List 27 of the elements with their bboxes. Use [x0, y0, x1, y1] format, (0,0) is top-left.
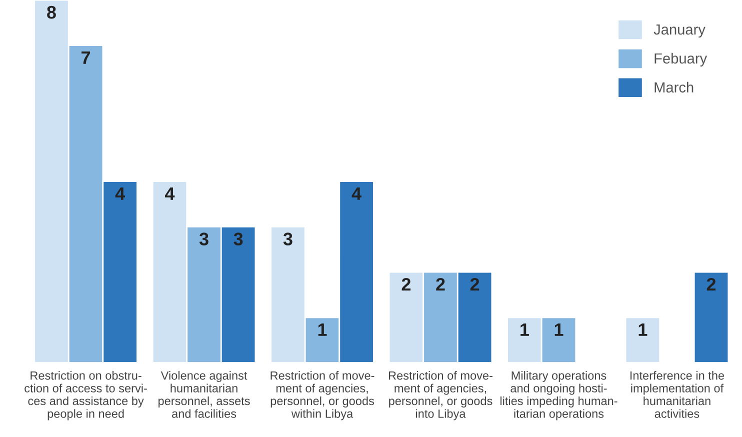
x-tick-label: Restriction on obstru- ction of access to servi- ces and assistance by people in need — [24, 371, 147, 420]
data-label: 2 — [436, 278, 445, 291]
data-label: 1 — [554, 323, 564, 336]
data-label: 1 — [520, 323, 529, 336]
data-label: 4 — [115, 187, 125, 200]
bar — [693, 271, 730, 363]
data-label: 2 — [706, 278, 716, 291]
data-label: 2 — [402, 278, 411, 291]
x-tick-label: Interference in the implementation of humanitarian activities — [630, 371, 724, 418]
data-label: 2 — [470, 278, 480, 291]
data-label: 3 — [283, 232, 292, 246]
x-tick-label: Military operations and ongoing hosti- lities impeding human- itarian operations — [500, 371, 618, 420]
data-label: 1 — [638, 323, 648, 336]
x-tick-label: Restriction of move- ment of agencies, personnel, or goods into Libya — [388, 371, 492, 420]
legend-label: Febuary — [654, 52, 708, 66]
data-label: 3 — [199, 232, 208, 246]
data-label: 3 — [234, 232, 243, 246]
data-label: 1 — [318, 323, 327, 336]
data-label: 7 — [82, 51, 90, 64]
legend-label: January — [654, 24, 706, 38]
bar — [624, 316, 661, 363]
data-label: 4 — [164, 187, 175, 200]
data-label: 4 — [352, 187, 362, 200]
legend-label: March — [654, 82, 694, 93]
x-tick-label: Violence against humanitarian personnel, assets and facilities — [158, 371, 250, 418]
data-label: 8 — [47, 6, 56, 19]
x-tick-label: Restriction of move- ment of agencies, personnel, or goods within Libya — [270, 371, 374, 420]
